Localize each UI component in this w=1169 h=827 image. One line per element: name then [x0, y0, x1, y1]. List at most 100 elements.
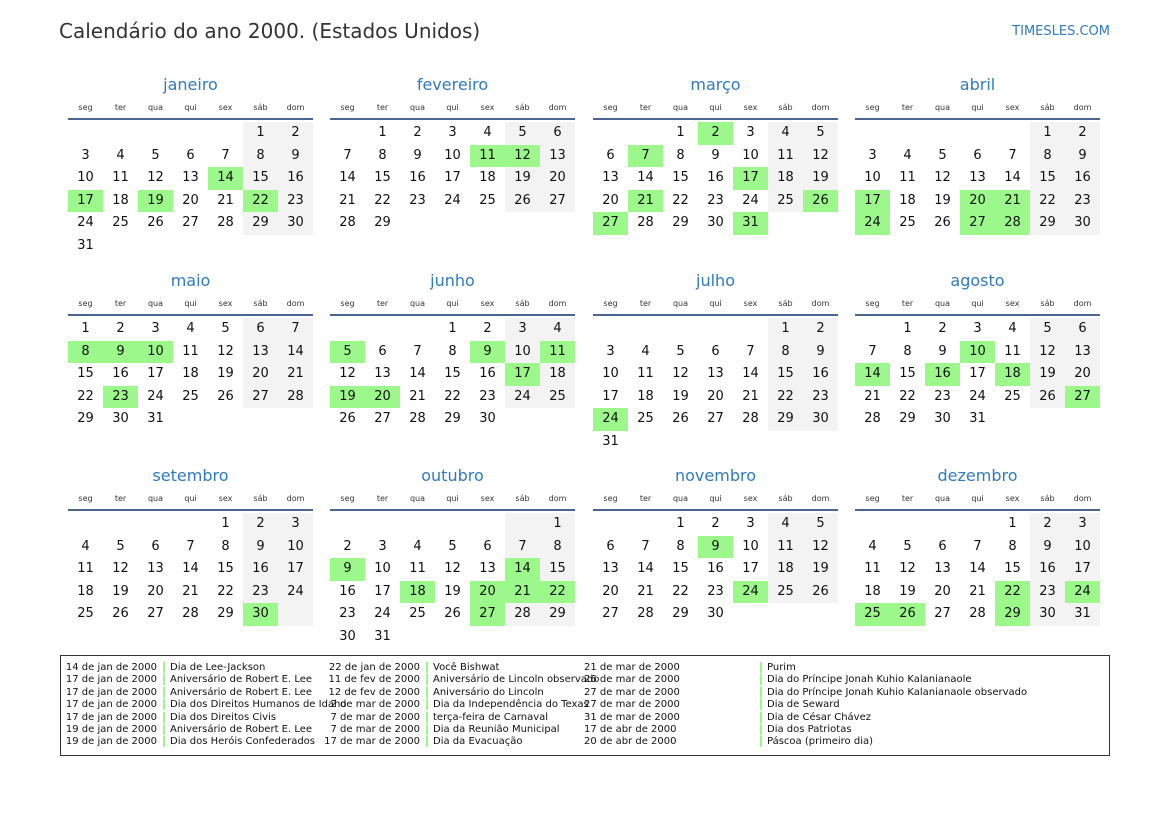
weekday-label: ter: [639, 103, 652, 112]
day-cell: 1: [221, 516, 230, 531]
day-cell: 21: [278, 363, 313, 386]
day-cell: 19: [899, 583, 916, 599]
day-cell: 23: [1030, 580, 1065, 603]
month-name: maio: [170, 271, 211, 290]
empty-cell: [960, 513, 995, 536]
day-cell: 27: [707, 411, 724, 426]
day-cell: 16: [1065, 167, 1100, 190]
day-cell: 6: [186, 147, 195, 163]
weekday-label: qui: [184, 103, 197, 112]
legend-date: 19 de jan de 2000: [65, 736, 157, 748]
day-cell: 29: [672, 606, 689, 621]
day-cell: 5: [505, 122, 540, 145]
weekday-label: sáb: [778, 103, 793, 112]
legend-date: 7 de mar de 2000: [330, 724, 420, 735]
day-cell: 20: [602, 192, 619, 208]
empty-cell: [505, 513, 540, 536]
day-cell: 7: [278, 318, 313, 341]
day-cell: 15: [217, 561, 234, 576]
day-cell: 10: [505, 340, 540, 363]
day-cell: 20: [243, 363, 278, 386]
day-cell: 3: [81, 147, 90, 163]
day-cell: 8: [1030, 144, 1065, 167]
legend-holiday-name: Dia da Reunião Municipal: [426, 724, 560, 735]
day-cell: 7: [221, 147, 230, 163]
legend-date: 17 de abr de 2000: [584, 724, 677, 735]
empty-cell: [505, 212, 540, 235]
day-cell: 25: [899, 215, 916, 230]
legend-date: 14 de jan de 2000: [65, 662, 157, 673]
weekday-label: seg: [78, 103, 93, 112]
day-cell: 22: [672, 583, 689, 599]
day-cell: 19: [505, 167, 540, 190]
day-cell: 3: [505, 318, 540, 341]
day-cell: 25: [112, 215, 129, 230]
legend-holiday-name: Dia de César Chávez: [760, 711, 871, 723]
empty-cell: [243, 235, 278, 258]
day-cell: 7: [746, 343, 755, 359]
day-cell: 4: [768, 122, 803, 145]
legend-date: 17 de jan de 2000: [65, 711, 157, 723]
empty-cell: [330, 318, 365, 341]
day-cell: 26: [672, 411, 689, 426]
weekday-label: dom: [811, 299, 830, 308]
month-8: setembro seg ter qua qui sex sáb dom 1 2 3 4 5 6 7 8 9 10…: [68, 463, 313, 626]
empty-cell: [103, 513, 138, 536]
legend-holiday-name: Dia de Seward: [760, 699, 840, 711]
day-cell: 14: [409, 366, 426, 381]
day-cell: 9: [413, 147, 422, 163]
holiday-day-cell: 31: [733, 212, 768, 235]
day-cell: 5: [803, 122, 838, 145]
holiday-day-cell: 17: [505, 363, 540, 386]
day-cell: 5: [1030, 318, 1065, 341]
empty-cell: [733, 431, 768, 454]
empty-cell: [470, 626, 505, 649]
weekday-label: ter: [376, 103, 389, 112]
day-cell: 16: [479, 366, 496, 381]
day-cell: 1: [1030, 122, 1065, 145]
day-cell: 4: [81, 538, 90, 554]
weekday-label: qui: [446, 299, 459, 308]
day-cell: 13: [1065, 340, 1100, 363]
day-cell: 30: [1065, 212, 1100, 235]
site-link[interactable]: TIMESLES.COM: [1012, 24, 1110, 39]
day-cell: 19: [217, 366, 234, 381]
weekday-label: qui: [446, 494, 459, 503]
holiday-day-cell: 19: [138, 189, 173, 212]
day-grid: 1 2 3 4 5 6 7 8 9 10 11 12 13 14 15 16 17 18 19 20 21 22 23 24 2…: [593, 318, 838, 453]
day-grid: 1 2 3 4 5 6 7 8 9 10 11 12 13 14 15 16 17 18 19 20 21 22 23 24 2…: [330, 122, 575, 235]
day-cell: 11: [182, 343, 199, 359]
day-cell: 5: [803, 513, 838, 536]
day-cell: 1: [768, 318, 803, 341]
holiday-day-cell: 9: [470, 340, 505, 363]
month-5: junho seg ter qua qui sex sáb dom 1 2 3 4 5 6 7 8 9 10 11 1…: [330, 268, 575, 431]
day-cell: 4: [903, 147, 912, 163]
weekday-label: qua: [147, 494, 164, 503]
day-cell: 15: [444, 366, 461, 381]
weekday-label: sáb: [778, 299, 793, 308]
day-cell: 4: [540, 318, 575, 341]
day-cell: 10: [1065, 535, 1100, 558]
day-cell: 18: [768, 558, 803, 581]
day-cell: 25: [77, 606, 94, 621]
empty-cell: [505, 626, 540, 649]
weekday-label: qua: [672, 299, 689, 308]
empty-cell: [960, 122, 995, 145]
day-cell: 4: [186, 321, 195, 336]
holiday-day-cell: 14: [855, 363, 890, 386]
legend-holiday-name: Dia da Evacuação: [426, 736, 523, 748]
day-cell: 12: [934, 170, 951, 185]
day-cell: 24: [374, 606, 391, 621]
weekday-label: sex: [743, 494, 758, 503]
legend-date: 27 de mar de 2000: [584, 699, 680, 711]
legend-holiday-name: Dia dos Heróis Confederados: [163, 736, 315, 748]
legend-holiday-name: Purim: [760, 662, 796, 673]
holiday-day-cell: 10: [960, 340, 995, 363]
day-cell: 9: [938, 343, 947, 359]
weekday-header: seg ter qua qui sex sáb dom: [330, 294, 575, 316]
empty-cell: [173, 235, 208, 258]
day-cell: 25: [409, 606, 426, 621]
month-9: outubro seg ter qua qui sex sáb dom 1 2 3 4 5 6 7 8 9 10 1…: [330, 463, 575, 648]
day-cell: 13: [182, 170, 199, 185]
day-cell: 23: [243, 580, 278, 603]
